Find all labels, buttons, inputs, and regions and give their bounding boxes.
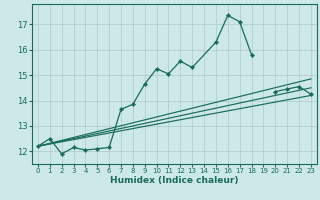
X-axis label: Humidex (Indice chaleur): Humidex (Indice chaleur) — [110, 176, 239, 185]
